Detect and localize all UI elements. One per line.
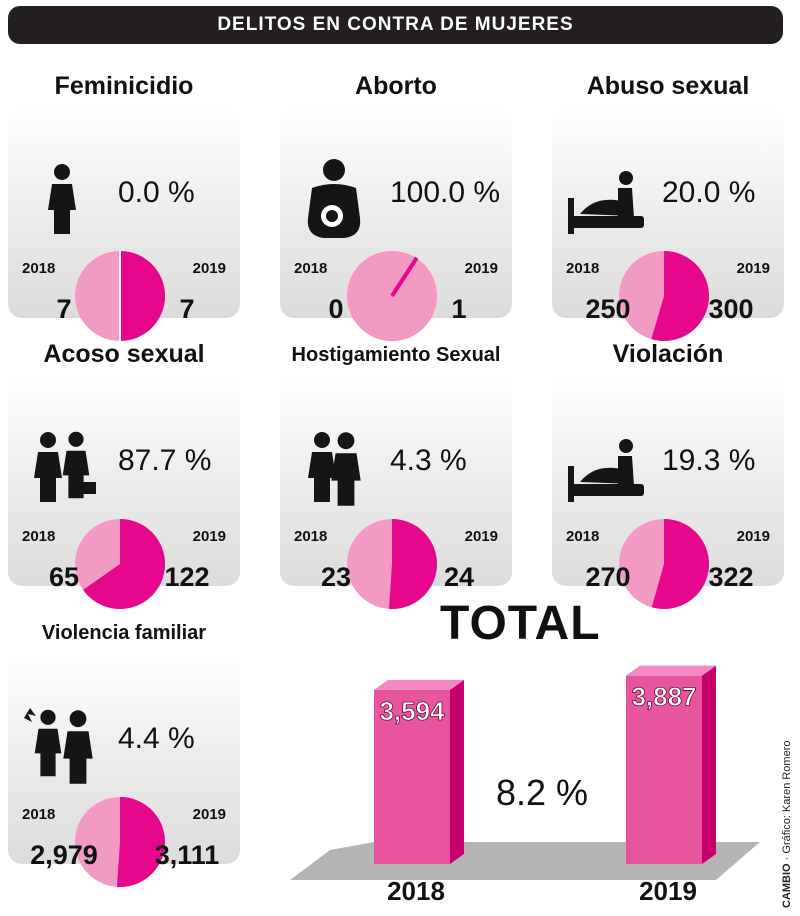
bar-value-label: 3,594 bbox=[379, 696, 445, 726]
change-percent: 19.3 % bbox=[662, 444, 756, 477]
pie-chart bbox=[619, 251, 709, 341]
panel-title: Acoso sexual bbox=[43, 340, 205, 368]
value-2019: 24 bbox=[443, 562, 475, 592]
bar-top bbox=[374, 679, 464, 690]
woman-icon bbox=[48, 164, 76, 234]
change-percent: 100.0 % bbox=[390, 176, 501, 209]
year-2018-label: 2018 bbox=[566, 260, 600, 277]
year-2019-label: 2019 bbox=[736, 260, 770, 277]
panel-title: Hostigamiento Sexual bbox=[291, 344, 501, 366]
value-2018: 7 bbox=[56, 294, 72, 324]
pie-divider bbox=[390, 256, 419, 298]
year-2018-label: 2018 bbox=[22, 260, 56, 277]
year-2018-label: 2018 bbox=[22, 806, 56, 823]
value-2019: 322 bbox=[708, 562, 754, 592]
value-2019: 300 bbox=[708, 294, 754, 324]
domestic-violence-icon bbox=[24, 708, 93, 784]
pie-chart bbox=[619, 519, 709, 609]
panel-title: Violencia familiar bbox=[41, 622, 207, 644]
header-banner: DELITOS EN CONTRA DE MUJERES bbox=[8, 6, 783, 44]
pie-slice-2019 bbox=[83, 519, 165, 609]
total-change-percent: 8.2 % bbox=[496, 772, 588, 813]
value-2018: 23 bbox=[320, 562, 352, 592]
pie-chart bbox=[75, 519, 165, 609]
panel-card: 4.4 % 2018 2019 2,979 3,111 bbox=[8, 654, 240, 887]
value-2019: 122 bbox=[164, 562, 210, 592]
value-2018: 270 bbox=[585, 562, 631, 592]
bar-2019: 3,887 2019 bbox=[626, 665, 716, 906]
value-2018: 2,979 bbox=[30, 840, 98, 870]
harassment-icon bbox=[34, 431, 96, 502]
value-2019: 7 bbox=[179, 294, 195, 324]
bar-value-label: 3,887 bbox=[631, 682, 696, 712]
bar-front bbox=[374, 689, 450, 864]
bar-top bbox=[626, 665, 716, 676]
panel-title: Abuso sexual bbox=[586, 72, 750, 100]
pie-slice-2019 bbox=[651, 519, 709, 609]
change-percent: 4.3 % bbox=[390, 444, 467, 477]
credit-line: CAMBIO · Gráfico: Karen Romero bbox=[781, 741, 793, 909]
year-2019-label: 2019 bbox=[736, 528, 770, 545]
pregnant-woman-icon bbox=[307, 159, 361, 238]
pie-chart bbox=[75, 797, 165, 887]
bar-side bbox=[450, 679, 464, 864]
pie-slice-2019 bbox=[120, 251, 165, 341]
value-2019: 3,111 bbox=[154, 840, 220, 870]
change-percent: 87.7 % bbox=[118, 444, 212, 477]
value-2018: 0 bbox=[328, 294, 344, 324]
credit-brand: CAMBIO bbox=[781, 863, 793, 908]
total-title: TOTAL bbox=[440, 597, 601, 650]
year-2019-label: 2019 bbox=[192, 806, 226, 823]
bar-2018: 3,594 2018 bbox=[374, 679, 464, 906]
panel-card: 19.3 % 2018 2019 270 322 bbox=[552, 376, 784, 609]
header-title: DELITOS EN CONTRA DE MUJERES bbox=[217, 14, 574, 35]
pie-chart bbox=[75, 251, 165, 341]
panel-card: 4.3 % 2018 2019 23 24 bbox=[280, 376, 512, 609]
year-2018-label: 2018 bbox=[294, 528, 328, 545]
bed-assault-icon bbox=[568, 171, 644, 234]
panel-title: Aborto bbox=[355, 72, 437, 100]
pie-slice-2019 bbox=[388, 519, 437, 609]
bar-front bbox=[626, 675, 702, 864]
year-2019-label: 2019 bbox=[464, 260, 498, 277]
year-2019-label: 2019 bbox=[192, 260, 226, 277]
change-percent: 0.0 % bbox=[118, 176, 195, 209]
panel-title: Feminicidio bbox=[54, 72, 194, 100]
pie-chart bbox=[347, 251, 437, 341]
year-2018-label: 2018 bbox=[566, 528, 600, 545]
value-2018: 65 bbox=[48, 562, 80, 592]
bar-year-label: 2019 bbox=[639, 876, 697, 906]
bar-side bbox=[702, 665, 716, 864]
stalking-icon bbox=[308, 432, 361, 506]
bar-year-label: 2018 bbox=[387, 876, 445, 906]
credit-author: · Gráfico: Karen Romero bbox=[781, 741, 793, 861]
rape-icon bbox=[568, 439, 644, 502]
pie-chart bbox=[347, 519, 437, 609]
year-2019-label: 2019 bbox=[464, 528, 498, 545]
value-2019: 1 bbox=[451, 294, 467, 324]
panel-card: 100.0 % 2018 2019 0 1 bbox=[280, 108, 512, 341]
year-2019-label: 2019 bbox=[192, 528, 226, 545]
credit-text: CAMBIO · Gráfico: Karen Romero bbox=[781, 741, 793, 909]
panel-card: 20.0 % 2018 2019 250 300 bbox=[552, 108, 784, 341]
year-2018-label: 2018 bbox=[22, 528, 56, 545]
change-percent: 4.4 % bbox=[118, 722, 195, 755]
change-percent: 20.0 % bbox=[662, 176, 756, 209]
panel-title: Violación bbox=[612, 340, 724, 368]
year-2018-label: 2018 bbox=[294, 260, 328, 277]
pie-slice-2019 bbox=[116, 797, 165, 887]
total-bar-chart: 3,594 2018 3,887 2019 8.2 % bbox=[290, 665, 760, 906]
pie-slice-2019 bbox=[651, 251, 709, 341]
panel-card: 0.0 % 2018 2019 7 7 bbox=[8, 108, 240, 341]
value-2018: 250 bbox=[585, 294, 631, 324]
panel-card: 87.7 % 2018 2019 65 122 bbox=[8, 376, 240, 609]
